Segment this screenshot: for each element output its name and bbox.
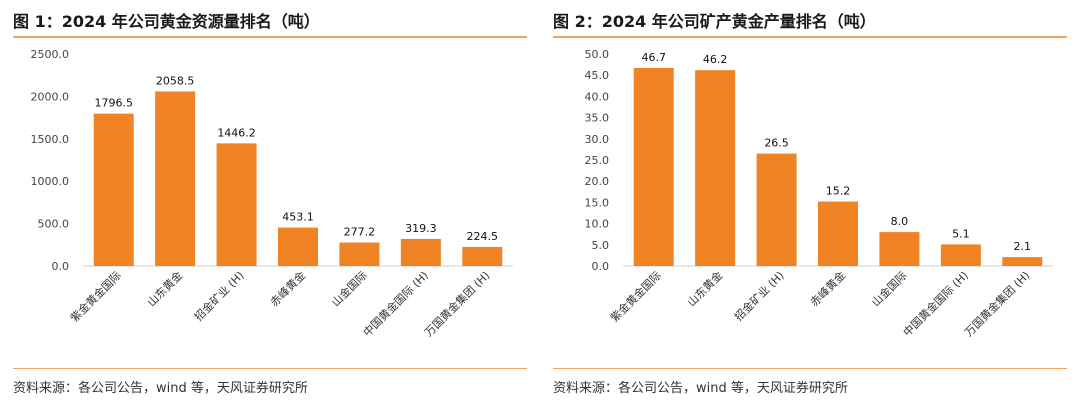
bar: [879, 232, 920, 266]
right-chart-panel: 图 2：2024 年公司矿产黄金产量排名（吨） 0.0 5.0 10.0 15.0 20…: [553, 0, 1071, 406]
bar-value-label: 2058.5: [156, 74, 195, 87]
y-tick-label: 40.0: [585, 90, 610, 103]
bar-value-label: 1796.5: [94, 97, 133, 110]
x-category-label: 万国黄金集团 (H): [961, 268, 1032, 339]
y-tick-label: 20.0: [585, 175, 610, 188]
left-chart-panel: 图 1：2024 年公司黄金资源量排名（吨） 0.0 500.0 1000.0 150…: [13, 0, 531, 406]
y-tick-label: 5.0: [592, 239, 610, 252]
bar: [818, 201, 858, 266]
x-category-label: 中国黄金国际 (H): [900, 268, 971, 339]
y-tick-label: 50.0: [585, 48, 610, 61]
left-title-rule: [13, 36, 527, 38]
bar-value-label: 277.2: [344, 225, 376, 238]
right-source-rule: [553, 368, 1067, 369]
bar-value-label: 15.2: [826, 185, 851, 198]
y-tick-label: 15.0: [585, 196, 610, 209]
left-source-note: 资料来源：各公司公告，wind 等，天风证券研究所: [13, 381, 308, 396]
y-tick-label: 1500.0: [31, 133, 70, 146]
bar: [1002, 257, 1043, 266]
bar-value-label: 26.5: [764, 137, 789, 150]
left-chart-svg: 0.0 500.0 1000.0 1500.0 2000.0 2500.0 1796.5 紫金…: [31, 48, 513, 339]
bar: [940, 244, 981, 266]
x-category-label: 山东黄金: [684, 268, 725, 309]
y-tick-label: 0.0: [52, 260, 70, 273]
y-tick-label: 10.0: [585, 218, 610, 231]
y-tick-label: 30.0: [585, 133, 610, 146]
bar: [278, 227, 318, 266]
bar: [633, 67, 674, 266]
x-category-label: 赤峰黄金: [807, 268, 848, 309]
bar-value-label: 1446.2: [217, 126, 256, 139]
bar-value-label: 453.1: [282, 211, 314, 224]
bar-value-label: 224.5: [467, 230, 499, 243]
x-category-label: 紫金黄金国际: [607, 268, 664, 325]
bar: [400, 238, 441, 266]
bar-value-label: 46.2: [703, 53, 728, 66]
bar-value-label: 5.1: [952, 227, 970, 240]
x-category-label: 招金矿业 (H): [731, 268, 786, 323]
left-chart-title: 图 1：2024 年公司黄金资源量排名（吨）: [13, 12, 320, 31]
x-category-label: 赤峰黄金: [267, 268, 308, 309]
bar: [339, 242, 380, 266]
right-chart-svg: 0.0 5.0 10.0 15.0 20.0 25.0 30.0 35.0 40.0 45.0 50…: [585, 48, 1053, 339]
bar: [216, 143, 257, 266]
x-category-label: 山金国际: [329, 268, 370, 309]
right-chart: 0.0 5.0 10.0 15.0 20.0 25.0 30.0 35.0 40.0 45.0 50…: [553, 40, 1067, 370]
x-category-label: 山东黄金: [144, 268, 185, 309]
y-tick-label: 2500.0: [31, 48, 70, 61]
right-chart-title: 图 2：2024 年公司矿产黄金产量排名（吨）: [553, 12, 876, 31]
right-title-rule: [553, 36, 1067, 38]
bar: [756, 153, 797, 266]
x-category-label: 山金国际: [869, 268, 910, 309]
x-category-label: 招金矿业 (H): [191, 268, 246, 323]
bar-value-label: 8.0: [891, 215, 909, 228]
x-category-label: 紫金黄金国际: [67, 268, 124, 325]
left-source-rule: [13, 368, 527, 369]
y-tick-label: 25.0: [585, 154, 610, 167]
bar: [93, 113, 134, 266]
y-tick-label: 500.0: [38, 218, 70, 231]
bar-value-label: 319.3: [405, 222, 437, 235]
right-source-note: 资料来源：各公司公告，wind 等，天风证券研究所: [553, 381, 848, 396]
y-tick-label: 1000.0: [31, 175, 70, 188]
x-category-label: 万国黄金集团 (H): [421, 268, 492, 339]
bar-value-label: 46.7: [641, 51, 666, 64]
y-tick-label: 0.0: [592, 260, 610, 273]
bar: [695, 70, 736, 266]
bar: [462, 246, 503, 266]
bar-value-label: 2.1: [1014, 240, 1031, 253]
y-tick-label: 45.0: [585, 69, 610, 82]
left-chart: 0.0 500.0 1000.0 1500.0 2000.0 2500.0 1796.5 紫金…: [13, 40, 527, 370]
x-category-label: 中国黄金国际 (H): [360, 268, 431, 339]
y-tick-label: 2000.0: [31, 90, 70, 103]
y-tick-label: 35.0: [585, 112, 610, 125]
bar: [155, 91, 196, 266]
